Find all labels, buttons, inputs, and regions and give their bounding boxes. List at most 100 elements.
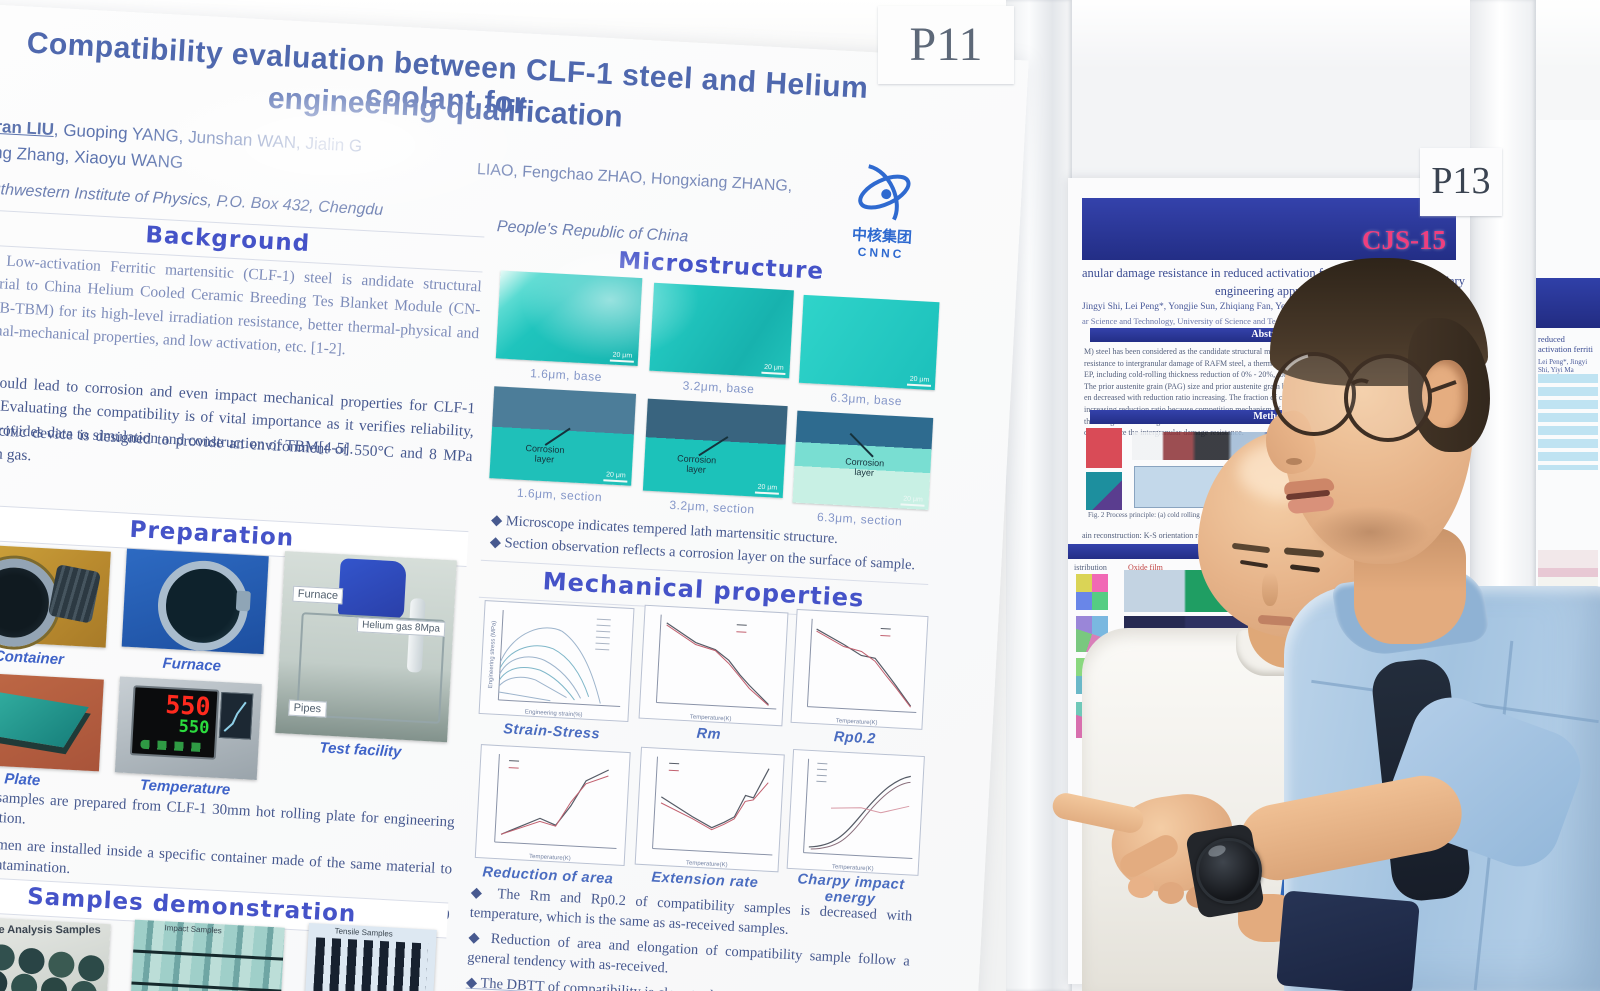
caption-container: Container — [0, 647, 65, 669]
far-right-poster: reduced activation ferriti Lei Peng*, Ji… — [1536, 120, 1600, 740]
method-figure-ebsd — [1086, 472, 1122, 510]
far-poster-figure — [1538, 550, 1598, 610]
cnnc-logo: 中核集团 CNNC — [826, 158, 941, 264]
plate-object — [0, 688, 89, 748]
method-figure-diagram — [1134, 466, 1382, 508]
method-figure-boxes — [1132, 432, 1382, 460]
temp-recorder — [218, 691, 254, 740]
method-figure-red — [1086, 428, 1122, 468]
impact-divider — [133, 949, 284, 961]
scale-label: 20 μm — [900, 494, 926, 507]
chart-extension-rate: Temperature(K) — [634, 746, 785, 873]
result-label-oxide: Oxide film — [1128, 563, 1163, 572]
corrosion-arrow — [698, 436, 729, 457]
p13-authors: Jingyi Shi, Lei Peng*, Yongjie Sun, Zhiq… — [1082, 302, 1354, 312]
micrograph-base-3: 20 μm — [798, 294, 940, 391]
surface-discs — [0, 943, 16, 972]
p13-title-line1: anular damage resistance in reduced acti… — [1082, 266, 1406, 280]
furnace-latch — [235, 590, 251, 612]
ebsd-map — [1076, 658, 1108, 694]
sample-photo-impact: Impact Samples — [129, 919, 285, 991]
p13-spectrum-chart — [1134, 876, 1296, 878]
micrograph-section-1: Corrosion layer 20 μm — [489, 386, 637, 486]
ebsd-map — [1076, 574, 1108, 610]
scale-label: 20 μm — [907, 374, 932, 387]
abstract-line: en decreased with reduction ratio increa… — [1084, 393, 1338, 403]
chart-title-rp02: Rp0.2 — [833, 729, 877, 748]
poster-p13: CJS-15 anular damage resistance in reduc… — [1068, 178, 1470, 984]
callout-furnace: Furnace — [292, 585, 344, 605]
micrograph-caption: 1.6μm, section — [516, 485, 603, 505]
corrosion-arrow — [849, 432, 874, 458]
impact-divider — [131, 981, 282, 991]
temp-reading-red: 550 — [164, 689, 212, 722]
cjs-badge: CJS-15 — [1361, 225, 1446, 255]
chart-charpy: Temperature(K) — [786, 748, 925, 876]
fig6-caption: Fig. 6 The surface — [1138, 719, 1189, 727]
color-legend-strip — [1082, 744, 1100, 886]
oxide-film-tiles-row2 — [1124, 616, 1310, 656]
method-caption1: Fig. 2 Process principle: (a) cold rolli… — [1088, 511, 1227, 519]
micrograph-caption: 3.2μm, section — [669, 497, 756, 517]
corrosion-annotation: Corrosion layer — [844, 456, 885, 478]
chart-title-strain: Strain-Stress — [502, 721, 601, 743]
photo-temperature: 550 550 — [114, 676, 262, 780]
glare-overlay — [120, 70, 540, 220]
abstract-line: increasing reduction ratio because compe… — [1084, 404, 1456, 416]
oxide-film-tiles-row4 — [1124, 864, 1310, 904]
container-lid — [47, 564, 102, 624]
chart-strain-stress: Engineering strain(%) Engineering stress… — [478, 600, 635, 722]
p13-title-line2: engineering approach — [1215, 284, 1323, 298]
abstract-line: M) steel has been considered as the cand… — [1084, 347, 1332, 356]
fig7-caption: Fig. 7 (a) XRD patterns and (b) Raman — [1132, 805, 1242, 813]
ebsd-map — [1076, 616, 1108, 652]
result-line: s Fe-rich magnetite and the — [1138, 909, 1226, 918]
micrograph-section-3: Corrosion layer 20 μm — [792, 410, 934, 510]
surface-samples-label: Surface Analysis Samples — [0, 923, 101, 937]
scale-label: 20 μm — [761, 362, 786, 375]
photo-furnace — [121, 548, 269, 655]
abstract-bar: Abstract — [1090, 328, 1450, 342]
method-caption2: ain reconstruction: K-S orientation rela… — [1082, 531, 1236, 540]
far-poster-highlighted-abstract — [1538, 374, 1598, 470]
p13-header-band: CJS-15 — [1082, 198, 1456, 260]
result-bar: Result and d — [1068, 544, 1450, 559]
acknowledgement-bar: Acknowledgement — [1082, 926, 1450, 942]
photo-plate — [0, 671, 104, 772]
p13-grid-chart — [1128, 730, 1306, 804]
scale-label: 20 μm — [603, 470, 628, 483]
caption-furnace: Furnace — [162, 654, 222, 675]
corrosion-arrow — [544, 427, 571, 446]
micrograph-section-2: Corrosion layer 20 μm — [642, 398, 788, 499]
p11-tag-label: P11 — [909, 18, 983, 71]
abstract-line: resistance to intergranular damage of RA… — [1084, 358, 1326, 368]
p13-xrd-chart — [1134, 664, 1296, 718]
callout-pipes: Pipes — [288, 699, 327, 718]
temp-screen: 550 550 — [129, 685, 220, 760]
photo-container — [0, 543, 111, 649]
facility-drape — [337, 558, 407, 620]
oxide-film-tiles-row3 — [1124, 818, 1310, 860]
micrograph-caption: 6.3μm, base — [829, 390, 903, 409]
p11-tag-card: P11 — [878, 6, 1014, 84]
impact-samples-label: Impact Samples — [164, 923, 223, 936]
chart-rm: Temperature(K) — [638, 604, 789, 727]
far-poster-band — [1536, 278, 1600, 328]
presenter-name: Leran LIU — [0, 115, 55, 140]
far-poster-authors: Lei Peng*, Jingyi Shi, Yiyi Ma — [1538, 358, 1588, 374]
p13-affiliation: ar Science and Technology, University of… — [1082, 316, 1308, 326]
tensile-samples-label: Tensile Samples — [334, 926, 394, 939]
method-bar: Method — [1090, 410, 1450, 424]
atom-icon — [858, 164, 911, 221]
ebsd-map — [1076, 702, 1108, 738]
p13-tag-card: P13 — [1420, 148, 1502, 216]
abstract-text: M) steel has been considered as the cand… — [1084, 346, 1456, 439]
temp-buttons — [140, 739, 207, 753]
micrograph-caption: 3.2μm, base — [682, 378, 755, 397]
oxide-film-tiles-row1 — [1124, 570, 1310, 612]
acknowledgement-text: ral Science Foundation of China with Gra… — [1086, 947, 1276, 956]
p13-tag-label: P13 — [1431, 160, 1491, 202]
result-label-left: istribution — [1074, 563, 1107, 572]
scale-label: 20 μm — [755, 482, 780, 495]
